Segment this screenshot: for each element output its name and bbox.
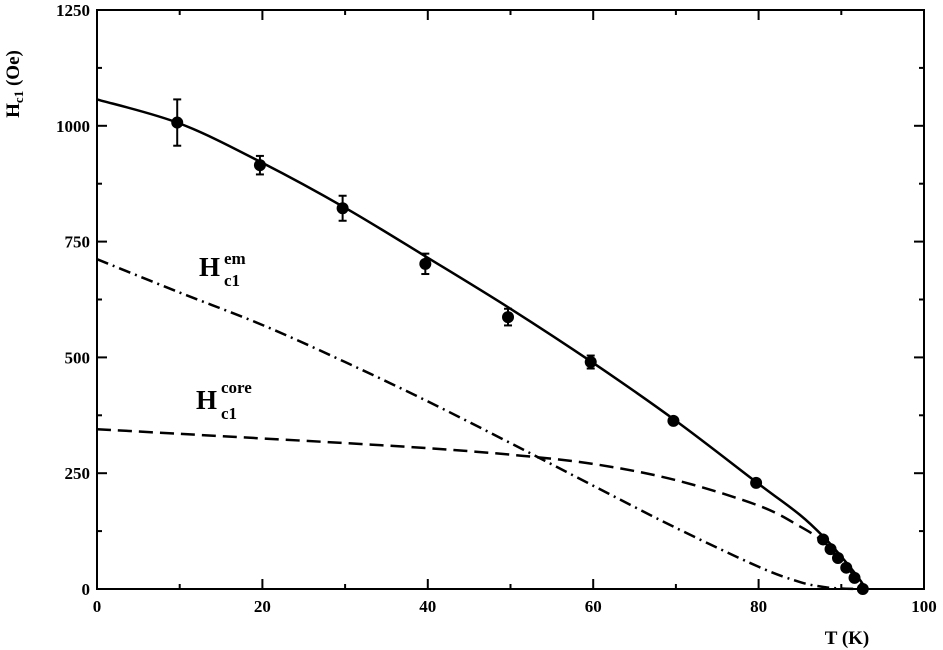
y-tick-label: 0 [82, 580, 91, 599]
y-axis-title-main: H [3, 103, 24, 118]
curves [96, 98, 868, 591]
data-point [840, 561, 853, 574]
x-tick-label: 20 [254, 597, 271, 616]
y-axis-title: Hc1 (Oe) [3, 50, 26, 118]
x-tick-label: 60 [585, 597, 602, 616]
x-tick-label: 40 [419, 597, 436, 616]
hc1-core-curve [96, 427, 868, 590]
x-tick-label: 80 [750, 597, 767, 616]
axis-ticks [96, 9, 925, 590]
data-point [750, 476, 763, 489]
y-tick-label: 1250 [56, 1, 90, 20]
annotation-hc1-em-sup: em [224, 249, 246, 268]
x-tick-label: 100 [911, 597, 937, 616]
annotation-hc1-core-sup: core [221, 378, 252, 397]
x-tick-label: 0 [93, 597, 102, 616]
annotation-hc1-core-main: H [196, 385, 217, 415]
y-tick-label: 1000 [56, 117, 90, 136]
y-axis-title-sub: c1 [11, 91, 26, 103]
plot-frame [96, 9, 925, 590]
annotation-hc1-em: H em c1 [199, 249, 246, 290]
data-point [171, 116, 184, 129]
x-axis-title: T (K) [825, 628, 870, 649]
data-point [419, 257, 432, 270]
data-point [253, 159, 266, 172]
hc1-em-curve [96, 258, 858, 591]
y-tick-label: 500 [65, 348, 91, 367]
y-tick-label: 750 [65, 233, 91, 252]
data-point [848, 571, 861, 584]
data-point [336, 202, 349, 215]
y-axis-title-unit: (Oe) [3, 50, 24, 91]
data-point [831, 551, 844, 564]
annotation-hc1-em-sub: c1 [224, 271, 240, 290]
data-point [502, 311, 515, 324]
total-fit-curve [96, 98, 868, 590]
data-points [171, 98, 869, 595]
annotation-hc1-core: H core c1 [196, 378, 252, 423]
data-point [584, 356, 597, 369]
data-point [824, 543, 837, 556]
y-tick-label: 250 [65, 464, 91, 483]
annotation-hc1-em-main: H [199, 252, 220, 282]
data-point [817, 533, 830, 546]
data-point [667, 414, 680, 427]
annotation-hc1-core-sub: c1 [221, 404, 237, 423]
